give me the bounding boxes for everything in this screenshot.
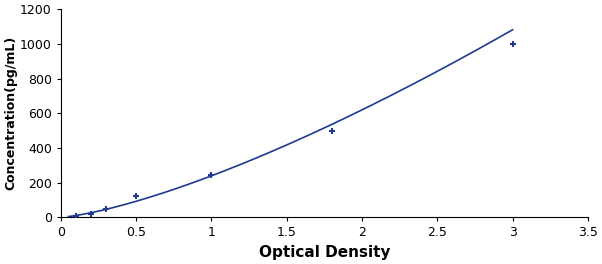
Y-axis label: Concentration(pg/mL): Concentration(pg/mL) [4, 36, 17, 190]
X-axis label: Optical Density: Optical Density [259, 245, 390, 260]
